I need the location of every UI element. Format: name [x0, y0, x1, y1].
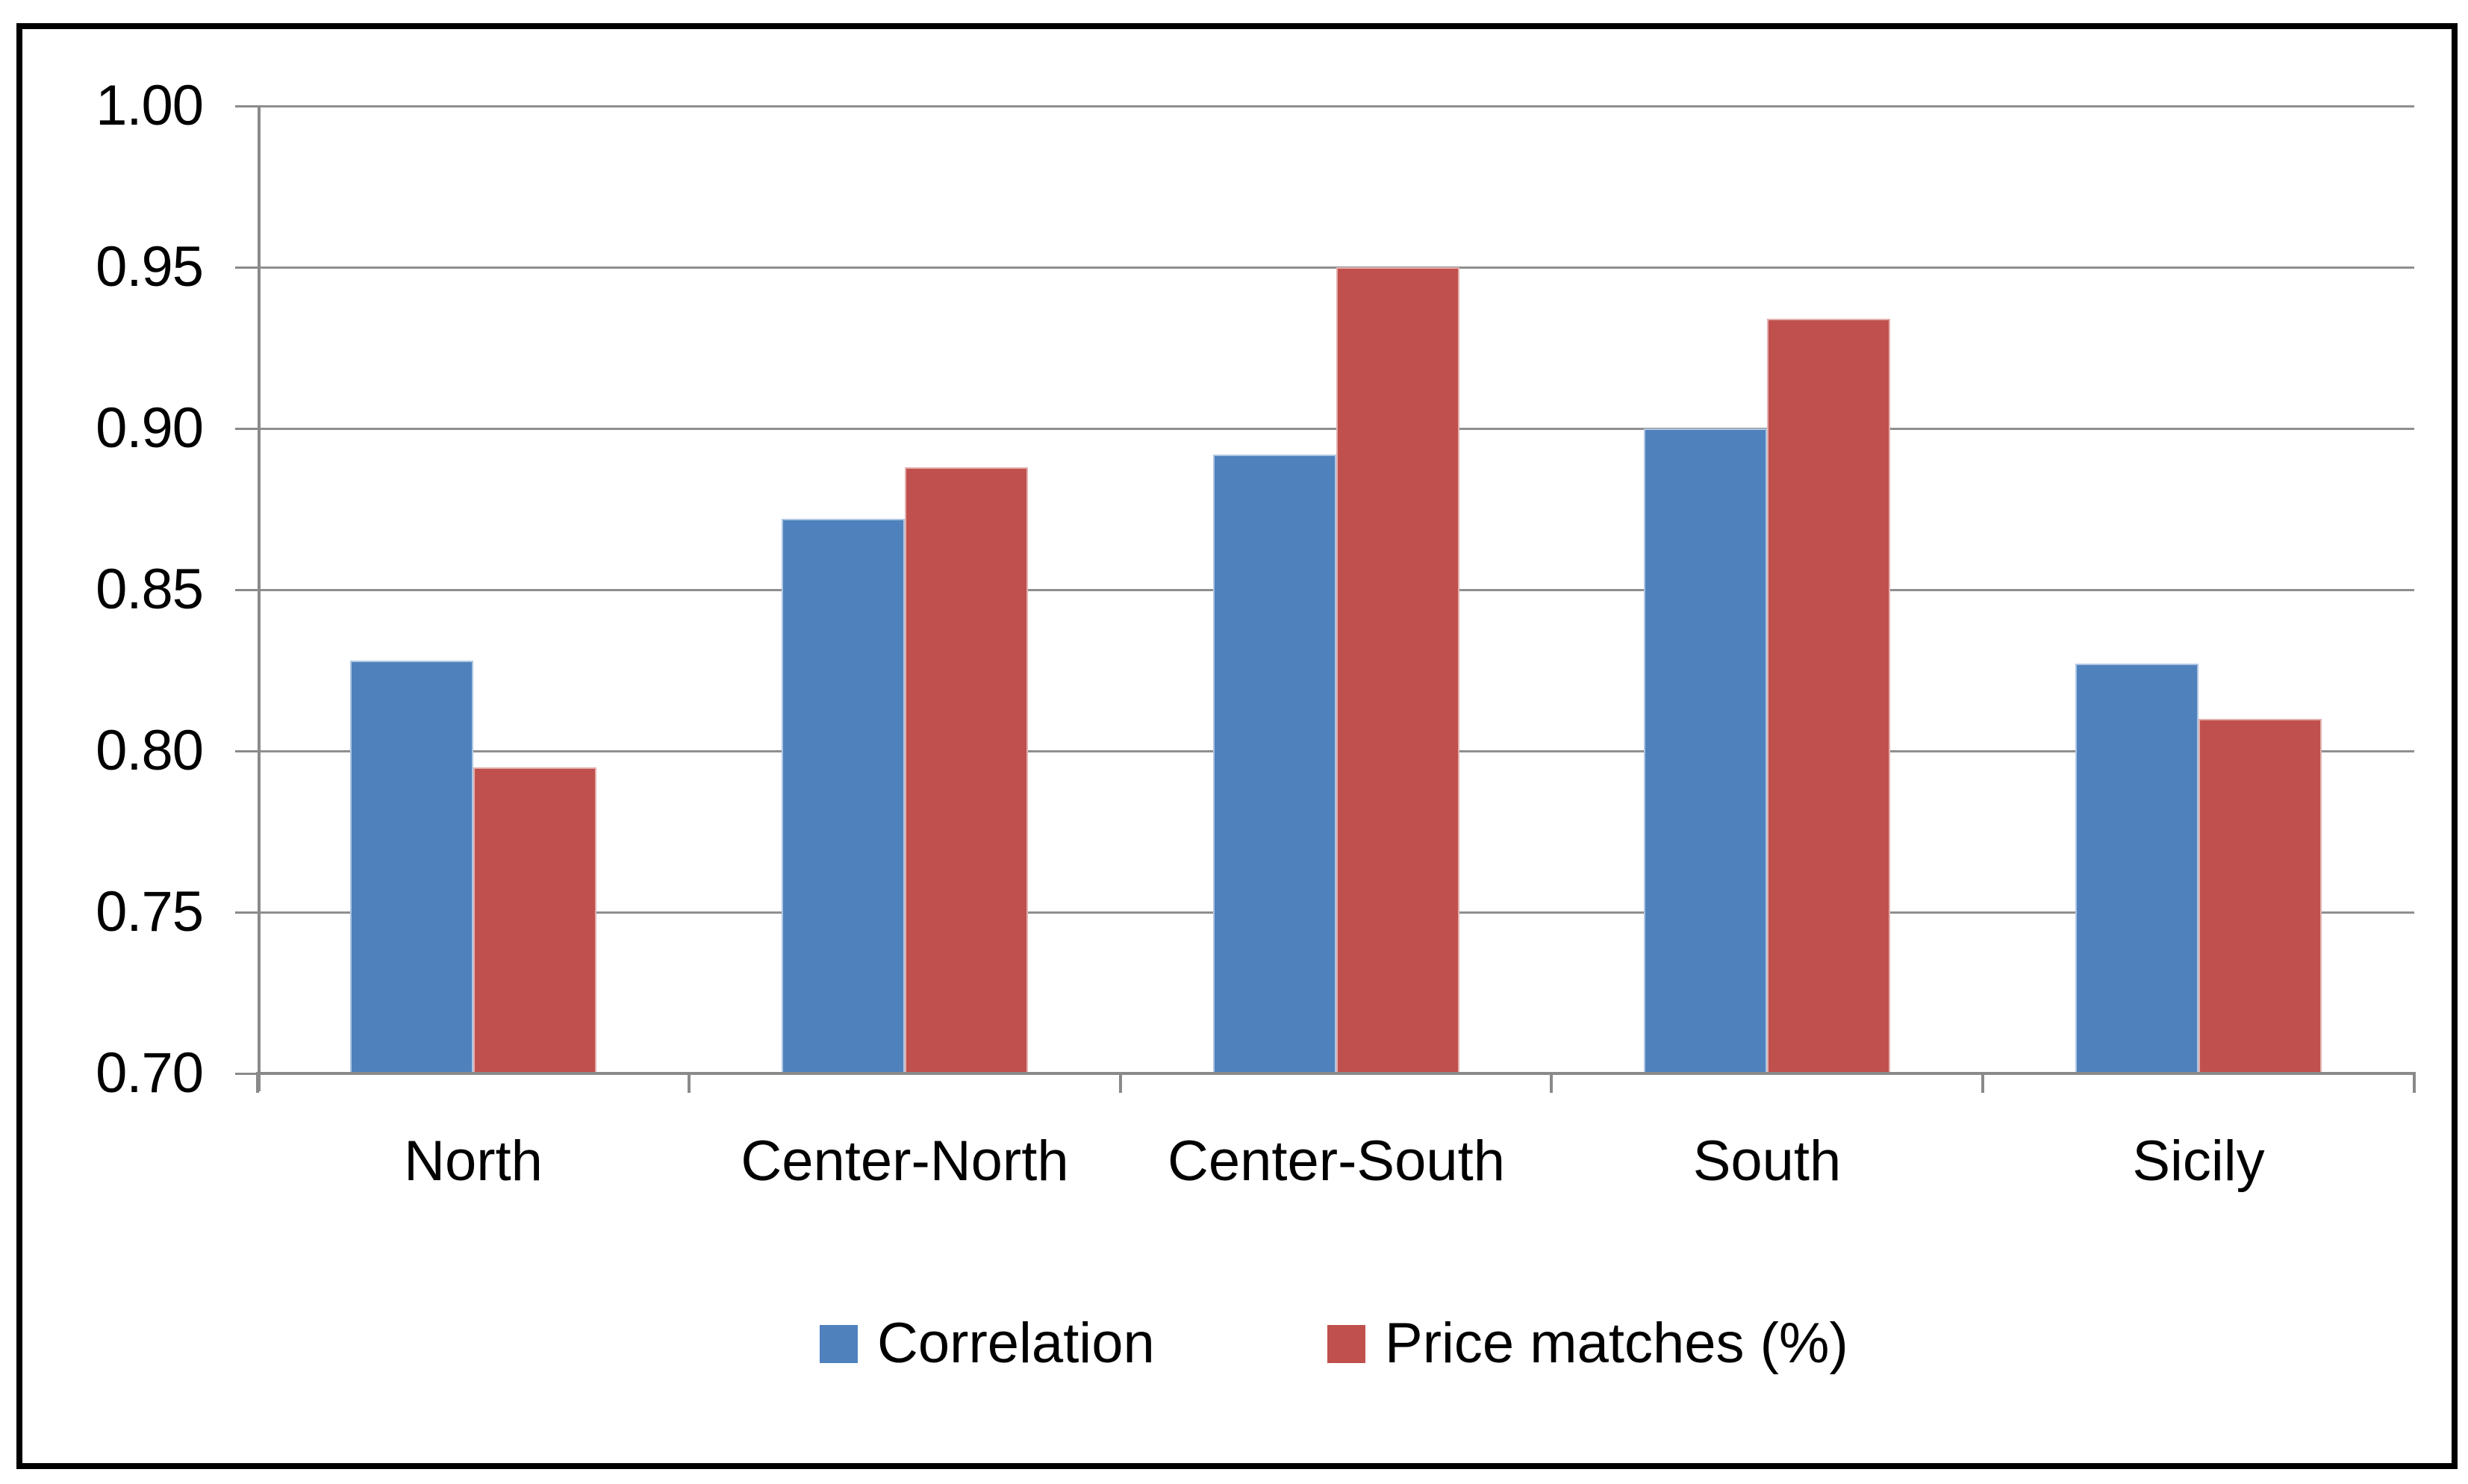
bar-correlation-north: [350, 661, 473, 1073]
bar-price-matches-center-south: [1336, 267, 1459, 1073]
y-tick-label: 1.00: [96, 74, 204, 137]
legend-item-correlation: Correlation: [820, 1308, 1155, 1379]
x-axis-tick: [1119, 1073, 1122, 1093]
legend-label-price-matches: Price matches (%): [1385, 1312, 1848, 1375]
y-tick-label: 0.90: [96, 396, 204, 460]
x-axis-line: [256, 1072, 2416, 1075]
y-axis-tick: [235, 911, 261, 914]
y-axis-line: [258, 106, 261, 1091]
legend-swatch-correlation: [820, 1324, 858, 1363]
x-axis-tick: [256, 1073, 259, 1093]
x-category-label-center-south: Center-South: [1167, 1129, 1506, 1193]
y-axis-tick: [235, 1073, 261, 1075]
y-axis-tick: [235, 428, 261, 430]
x-category-label-north: North: [404, 1129, 543, 1193]
bar-price-matches-center-north: [905, 467, 1028, 1073]
legend-item-price-matches: Price matches (%): [1327, 1308, 1848, 1379]
legend-swatch-price-matches: [1327, 1324, 1365, 1363]
x-category-label-south: South: [1692, 1129, 1842, 1193]
bar-correlation-sicily: [2075, 664, 2199, 1073]
x-axis-tick: [688, 1073, 691, 1093]
bar-price-matches-south: [1767, 319, 1890, 1073]
y-axis-tick: [235, 105, 261, 107]
bar-correlation-center-north: [782, 519, 905, 1073]
bar-correlation-center-south: [1213, 455, 1336, 1073]
y-tick-label: 0.85: [96, 558, 204, 621]
bar-price-matches-north: [473, 767, 596, 1073]
y-tick-label: 0.95: [96, 235, 204, 299]
y-axis-tick: [235, 589, 261, 591]
y-tick-label: 0.75: [96, 880, 204, 944]
y-tick-label: 0.70: [96, 1041, 204, 1105]
y-tick-label: 0.80: [96, 719, 204, 782]
x-category-label-center-north: Center-North: [741, 1129, 1069, 1193]
legend-label-correlation: Correlation: [877, 1312, 1155, 1375]
y-axis-tick: [235, 266, 261, 269]
gridline: [259, 105, 2414, 107]
bar-correlation-south: [1644, 428, 1767, 1073]
x-axis-tick: [1981, 1073, 1984, 1093]
x-axis-tick: [1550, 1073, 1553, 1093]
y-axis-tick: [235, 750, 261, 752]
x-category-label-sicily: Sicily: [2132, 1129, 2265, 1193]
bar-price-matches-sicily: [2199, 719, 2322, 1073]
x-axis-tick: [2413, 1073, 2416, 1093]
